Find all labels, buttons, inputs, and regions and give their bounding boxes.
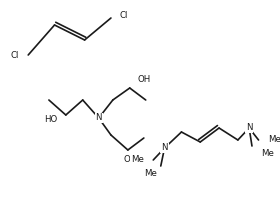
Text: Me: Me [144,169,157,179]
Text: Me: Me [268,136,280,144]
Text: OH: OH [123,156,136,164]
Text: N: N [246,123,252,133]
Text: Cl: Cl [11,50,19,60]
Text: Me: Me [261,149,274,159]
Text: N: N [95,114,102,122]
Text: OH: OH [137,76,150,84]
Text: Me: Me [131,156,144,164]
Text: HO: HO [44,115,57,123]
Text: Cl: Cl [120,12,128,20]
Text: N: N [161,143,168,153]
